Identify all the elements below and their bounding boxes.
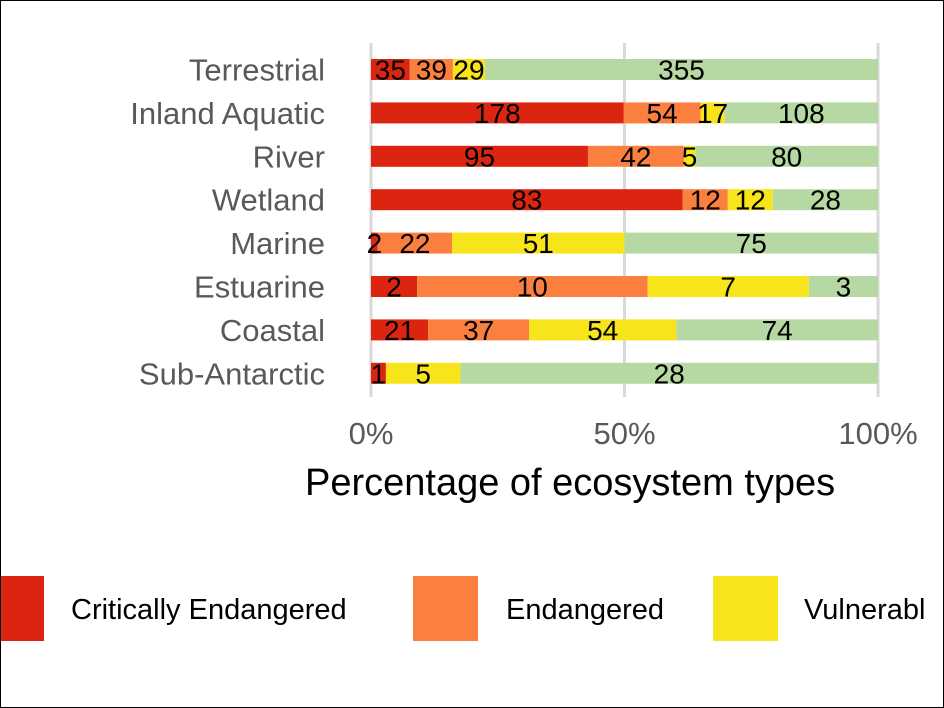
bar-segment — [371, 189, 683, 211]
data-label: 83 — [511, 185, 542, 216]
category-label: Wetland — [212, 183, 325, 218]
bar-segment — [409, 59, 453, 80]
bar-segment — [371, 362, 386, 384]
data-label: 22 — [399, 228, 430, 259]
legend-swatch — [713, 576, 778, 641]
data-label: 28 — [654, 358, 685, 389]
legend: Critically Endangered Endangered Vulnerabl — [1, 576, 925, 641]
bar-segment — [377, 232, 453, 254]
bar-segment — [724, 102, 878, 124]
bar-segment — [808, 276, 878, 297]
data-label: 37 — [463, 315, 494, 346]
data-label: 178 — [474, 98, 521, 129]
bar-segment — [417, 276, 648, 297]
x-tick-labels: 0% 50% 100% — [349, 416, 918, 451]
category-label: Marine — [230, 226, 325, 261]
data-label: 3 — [836, 272, 852, 303]
data-label: 2 — [367, 228, 383, 259]
legend-label: Endangered — [506, 594, 664, 626]
data-label: 10 — [517, 272, 548, 303]
data-label: 95 — [464, 141, 495, 172]
data-label: 54 — [647, 98, 678, 129]
category-label: Inland Aquatic — [130, 96, 325, 131]
x-tick-label: 100% — [838, 416, 917, 451]
data-label: 12 — [690, 185, 721, 216]
bar-segment — [371, 232, 378, 254]
category-label: Coastal — [220, 313, 325, 348]
bar-segment — [676, 319, 878, 341]
category-label: Estuarine — [194, 270, 325, 305]
data-label: 5 — [415, 358, 431, 389]
data-label: 75 — [736, 228, 767, 259]
data-label: 5 — [682, 141, 698, 172]
bar-segment — [371, 276, 418, 297]
bar-segment — [727, 189, 773, 211]
bar-segment — [371, 319, 429, 341]
bar-segment — [371, 59, 410, 80]
data-label: 42 — [620, 141, 651, 172]
data-label: 108 — [778, 98, 825, 129]
bar-segment — [647, 276, 809, 297]
bar-segment — [371, 102, 624, 124]
data-label: 21 — [384, 315, 415, 346]
bars — [371, 59, 878, 384]
data-label: 355 — [658, 55, 705, 86]
bar-segment — [452, 59, 486, 80]
data-label: 74 — [762, 315, 793, 346]
data-label: 17 — [697, 98, 728, 129]
bar-segment — [624, 232, 878, 254]
bar-segment — [623, 102, 701, 124]
data-label: 39 — [416, 55, 447, 86]
bar-segment — [452, 232, 625, 254]
category-label: Terrestrial — [189, 53, 325, 88]
bar-segment — [700, 102, 725, 124]
legend-swatch — [413, 576, 478, 641]
category-label: River — [253, 139, 325, 174]
data-label: 28 — [810, 185, 841, 216]
x-tick-label: 0% — [349, 416, 394, 451]
category-labels: Terrestrial Inland Aquatic River Wetland Mar… — [130, 53, 325, 392]
legend-swatch — [1, 576, 44, 641]
x-axis-title: Percentage of ecosystem types — [305, 462, 835, 504]
category-label: Sub-Antarctic — [139, 356, 325, 391]
bar-segment — [695, 145, 878, 167]
legend-label: Vulnerabl — [804, 594, 925, 626]
data-label: 80 — [771, 141, 802, 172]
data-label: 12 — [735, 185, 766, 216]
bar-segment — [485, 59, 878, 80]
data-label: 51 — [523, 228, 554, 259]
bar-segment — [682, 189, 728, 211]
bar-segment — [371, 145, 588, 167]
data-label: 2 — [386, 272, 402, 303]
data-label: 54 — [587, 315, 618, 346]
bar-segment — [385, 362, 461, 384]
legend-label: Critically Endangered — [71, 594, 347, 626]
data-label: 1 — [371, 358, 387, 389]
data-label: 35 — [375, 55, 406, 86]
bar-segment — [587, 145, 684, 167]
x-tick-label: 50% — [593, 416, 655, 451]
grid-lines — [369, 43, 880, 397]
bar-segment — [683, 145, 696, 167]
data-label: 7 — [720, 272, 736, 303]
data-label: 29 — [453, 55, 484, 86]
bar-segment — [529, 319, 677, 341]
bar-segment — [460, 362, 878, 384]
bar-segment — [772, 189, 878, 211]
bar-segment — [428, 319, 530, 341]
